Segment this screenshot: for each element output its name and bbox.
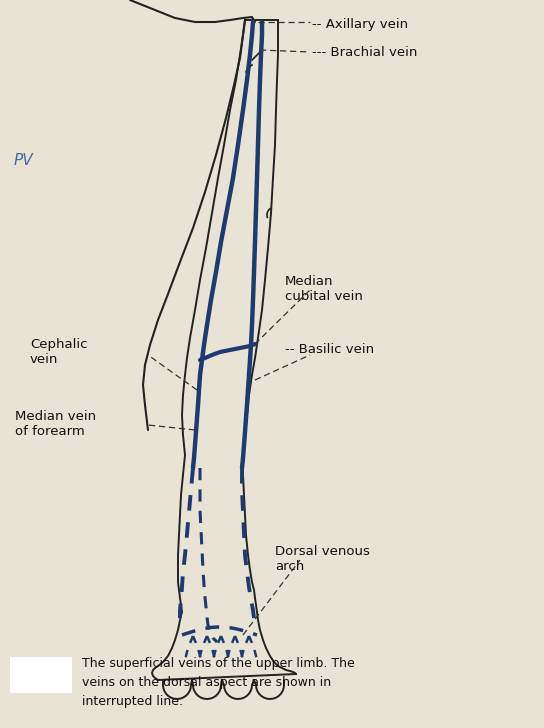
Text: Cephalic
vein: Cephalic vein bbox=[30, 338, 88, 366]
Text: -- Axillary vein: -- Axillary vein bbox=[312, 18, 408, 31]
Text: Dorsal venous
arch: Dorsal venous arch bbox=[275, 545, 370, 573]
Text: The superficial veins of the upper limb. The
veins on the dorsal aspect are show: The superficial veins of the upper limb.… bbox=[82, 657, 355, 708]
Text: -- Basilic vein: -- Basilic vein bbox=[285, 343, 374, 356]
Text: --- Brachial vein: --- Brachial vein bbox=[312, 46, 417, 59]
Text: Median vein
of forearm: Median vein of forearm bbox=[15, 410, 96, 438]
Text: Median
cubital vein: Median cubital vein bbox=[285, 275, 363, 303]
Text: PV: PV bbox=[14, 153, 34, 168]
Bar bbox=[10, 657, 72, 693]
